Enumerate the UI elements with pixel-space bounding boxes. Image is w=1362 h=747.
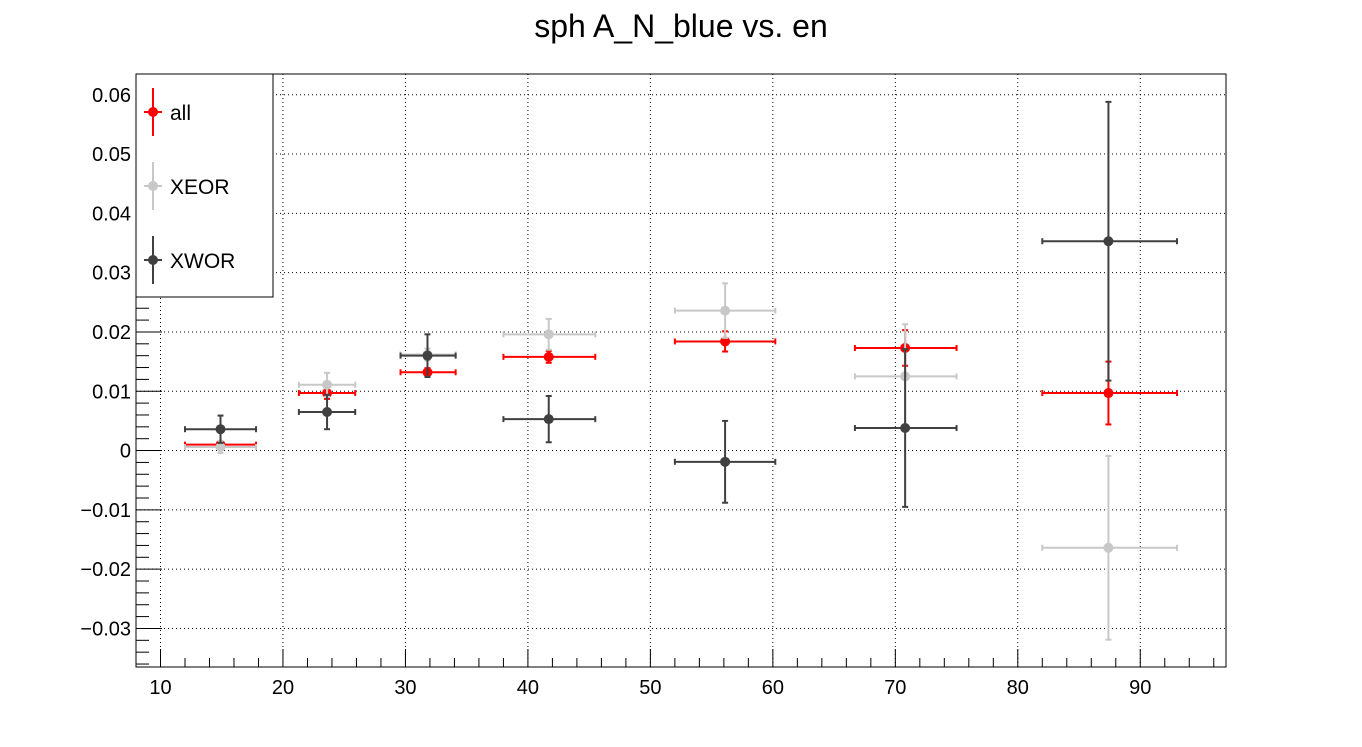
series-all: [183, 329, 1179, 450]
legend-label: all: [170, 102, 191, 125]
legend: all XEOR XWOR: [135, 73, 274, 298]
series-xeor: [183, 282, 1179, 641]
y-tick-label: 0.03: [92, 263, 131, 285]
x-tick-label: 90: [1129, 677, 1151, 699]
legend-label: XEOR: [170, 176, 230, 199]
data-point: [720, 305, 731, 316]
data-point: [1103, 236, 1114, 247]
data-point: [543, 329, 554, 340]
legend-marker: [148, 255, 158, 265]
plot-frame: [135, 73, 1227, 668]
legend-marker: [148, 181, 158, 191]
legend-label: XWOR: [170, 250, 235, 273]
x-tick-label: 70: [884, 677, 906, 699]
data-point: [215, 424, 226, 435]
x-tick-label: 40: [517, 677, 539, 699]
y-tick-label: −0.02: [80, 559, 131, 581]
data-point: [900, 423, 911, 434]
x-tick-label: 80: [1007, 677, 1029, 699]
data-point: [543, 414, 554, 425]
x-tick-label: 30: [394, 677, 416, 699]
y-tick-label: 0.05: [92, 144, 131, 166]
y-tick-label: −0.01: [80, 500, 131, 522]
y-tick-label: 0.06: [92, 85, 131, 107]
data-point: [422, 350, 433, 361]
series-layer: [183, 100, 1179, 641]
y-tick-label: 0: [120, 441, 131, 463]
data-point: [215, 441, 226, 452]
x-tick-label: 50: [639, 677, 661, 699]
y-tick-label: −0.03: [80, 618, 131, 640]
y-tick-label: 0.04: [92, 203, 131, 225]
data-point: [543, 351, 554, 362]
series-xwor: [183, 100, 1179, 508]
y-tick-label: 0.02: [92, 322, 131, 344]
data-point: [720, 456, 731, 467]
data-point: [720, 336, 731, 347]
data-point: [322, 407, 333, 418]
chart-title: sph A_N_blue vs. en: [534, 8, 828, 44]
data-point: [1103, 388, 1114, 399]
x-tick-label: 10: [149, 677, 171, 699]
data-point: [322, 379, 333, 390]
y-tick-label: 0.01: [92, 381, 131, 403]
grid-layer: [136, 74, 1226, 667]
x-tick-label: 20: [272, 677, 294, 699]
x-tick-label: 60: [762, 677, 784, 699]
data-point: [1103, 542, 1114, 553]
legend-marker: [148, 107, 158, 117]
